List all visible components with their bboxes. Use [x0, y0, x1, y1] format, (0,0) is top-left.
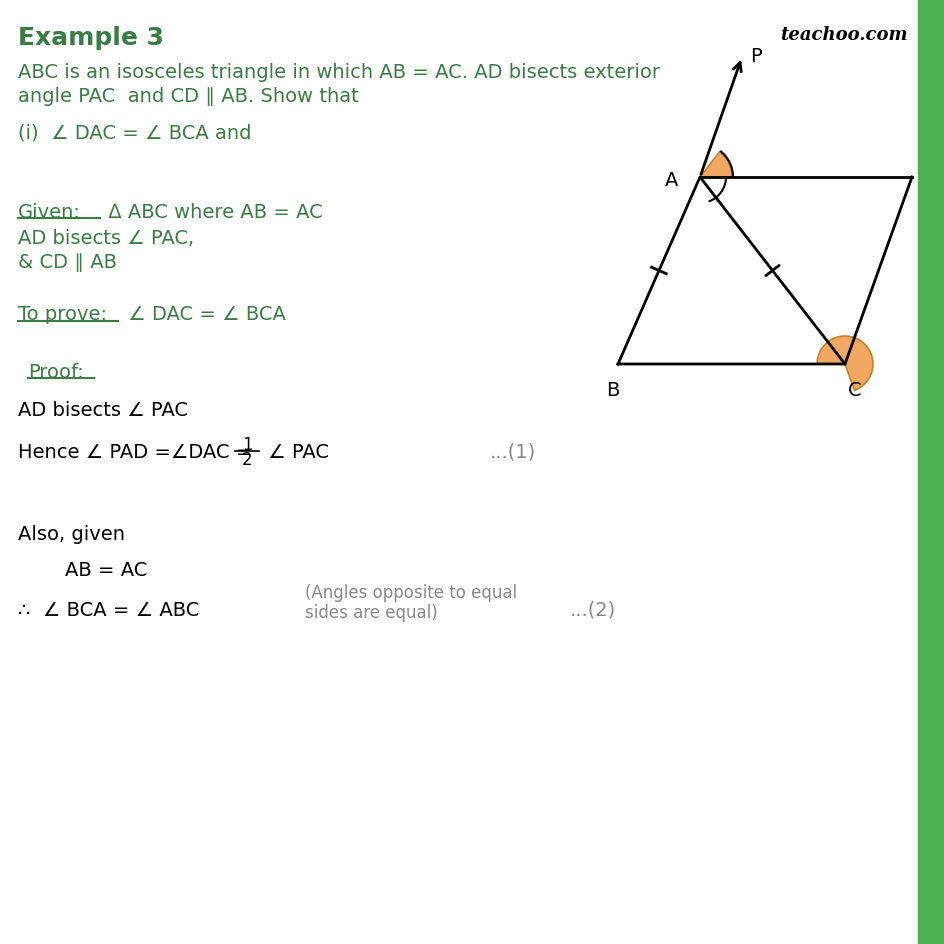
Text: ...(2): ...(2)	[569, 599, 615, 619]
Text: 2: 2	[242, 450, 252, 468]
Text: ABC is an isosceles triangle in which AB = AC. AD bisects exterior: ABC is an isosceles triangle in which AB…	[18, 62, 659, 81]
Text: A: A	[664, 170, 677, 190]
Text: Given:: Given:	[18, 202, 81, 221]
Text: D: D	[918, 168, 933, 187]
Bar	[917, 0, 944, 944]
Wedge shape	[817, 337, 872, 391]
Text: ∴  ∠ BCA = ∠ ABC: ∴ ∠ BCA = ∠ ABC	[18, 599, 199, 619]
Text: B: B	[606, 380, 619, 399]
Text: AD bisects ∠ PAC,: AD bisects ∠ PAC,	[18, 228, 194, 247]
Text: AD bisects ∠ PAC: AD bisects ∠ PAC	[18, 400, 188, 419]
Text: teachoo.com: teachoo.com	[780, 26, 907, 44]
Text: ...(1): ...(1)	[490, 442, 535, 461]
Text: Example 3: Example 3	[18, 26, 164, 50]
Text: ∠ DAC = ∠ BCA: ∠ DAC = ∠ BCA	[122, 305, 286, 324]
Text: P: P	[750, 46, 761, 65]
Text: Hence ∠ PAD =∠DAC =: Hence ∠ PAD =∠DAC =	[18, 442, 259, 461]
Text: Proof:: Proof:	[28, 362, 84, 381]
Text: AB = AC: AB = AC	[65, 560, 147, 579]
Text: 1: 1	[242, 435, 252, 453]
Text: Δ ABC where AB = AC: Δ ABC where AB = AC	[102, 202, 323, 221]
Wedge shape	[700, 153, 732, 177]
Text: & CD ∥ AB: & CD ∥ AB	[18, 252, 117, 271]
Text: ∠ PAC: ∠ PAC	[261, 442, 329, 461]
Text: C: C	[848, 380, 861, 399]
Text: (Angles opposite to equal
sides are equal): (Angles opposite to equal sides are equa…	[305, 583, 516, 622]
Text: angle PAC  and CD ∥ AB. Show that: angle PAC and CD ∥ AB. Show that	[18, 88, 359, 107]
Text: To prove:: To prove:	[18, 305, 107, 324]
Text: Also, given: Also, given	[18, 525, 125, 544]
Text: (i)  ∠ DAC = ∠ BCA and: (i) ∠ DAC = ∠ BCA and	[18, 124, 251, 143]
